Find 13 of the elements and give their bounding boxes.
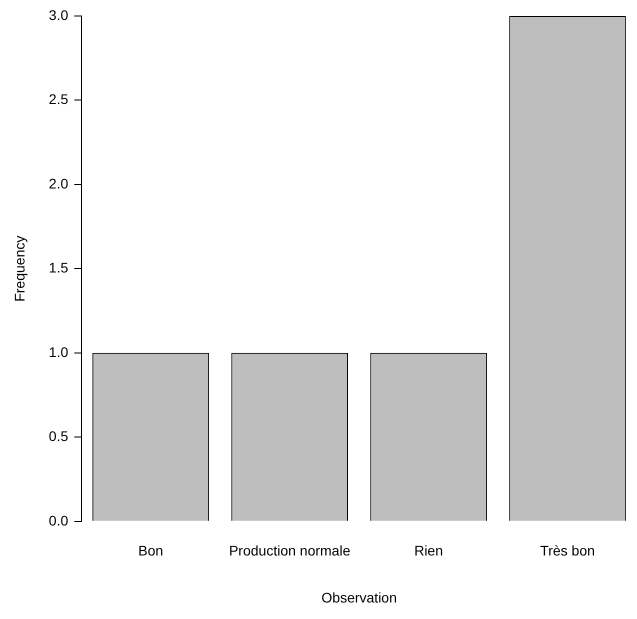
y-tick-label: 0.0 <box>48 512 68 528</box>
y-tick-label: 0.5 <box>48 428 68 444</box>
y-tick-label: 2.0 <box>48 175 68 192</box>
y-axis-title: Frequency <box>11 236 28 302</box>
y-tick-label: 3.0 <box>48 6 68 23</box>
y-tick-label: 1.0 <box>48 344 68 360</box>
x-tick-label: Bon <box>138 542 164 559</box>
y-tick-label: 1.5 <box>48 260 68 276</box>
x-tick-label: Très bon <box>540 542 595 559</box>
x-tick-label: Rien <box>414 542 443 559</box>
x-axis-title: Observation <box>321 589 397 606</box>
x-tick-label: Production normale <box>228 542 351 559</box>
y-tick-label: 2.5 <box>48 91 68 108</box>
